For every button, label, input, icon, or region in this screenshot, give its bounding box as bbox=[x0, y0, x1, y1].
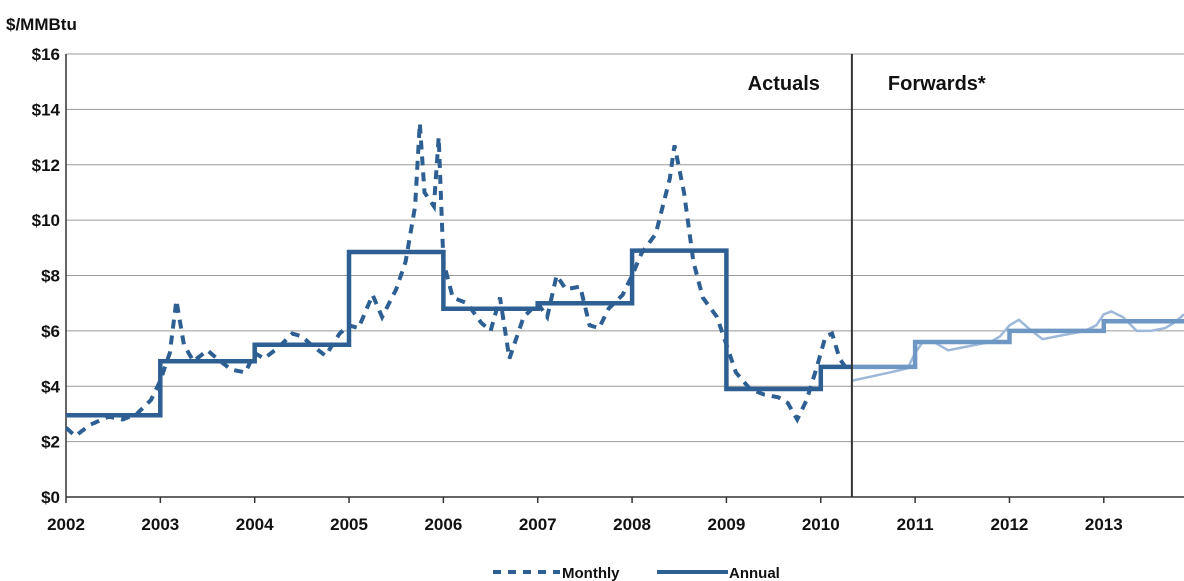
y-axis-label: $/MMBtu bbox=[6, 15, 77, 34]
y-tick-label: $4 bbox=[41, 377, 60, 396]
y-tick-label: $6 bbox=[41, 322, 60, 341]
y-tick-label: $14 bbox=[32, 100, 61, 119]
legend-label-monthly: Monthly bbox=[562, 565, 620, 581]
x-axis-ticks: 2002 2003 2004 2005 2006 2007 2008 2009 2010 2011… bbox=[47, 497, 1123, 534]
y-tick-label: $10 bbox=[32, 211, 60, 230]
y-tick-label: $16 bbox=[32, 45, 60, 64]
x-tick-label: 2008 bbox=[613, 515, 651, 534]
legend-label-annual: Annual bbox=[729, 565, 780, 581]
series-line-forwards-monthly bbox=[851, 310, 1184, 382]
series-layer bbox=[64, 123, 1184, 439]
x-tick-label: 2006 bbox=[424, 515, 462, 534]
x-tick-label: 2011 bbox=[897, 515, 934, 534]
region-label-forwards: Forwards* bbox=[888, 73, 986, 95]
x-tick-label: 2010 bbox=[802, 515, 840, 534]
legend: Monthly Annual bbox=[493, 565, 780, 581]
x-tick-label: 2007 bbox=[519, 515, 557, 534]
x-tick-label: 2009 bbox=[708, 515, 746, 534]
x-tick-label: 2013 bbox=[1085, 515, 1123, 534]
region-label-actuals: Actuals bbox=[748, 73, 820, 95]
gridlines bbox=[65, 53, 1184, 498]
series-line-annual bbox=[66, 248, 852, 418]
x-tick-label: 2002 bbox=[47, 515, 85, 534]
y-tick-label: $2 bbox=[41, 433, 60, 452]
x-tick-label: 2005 bbox=[330, 515, 368, 534]
series-line-annual-forwards bbox=[851, 318, 1184, 370]
x-tick-label: 2003 bbox=[141, 515, 179, 534]
y-tick-label: $8 bbox=[41, 267, 60, 286]
y-tick-label: $12 bbox=[32, 156, 60, 175]
y-tick-label: $0 bbox=[41, 488, 60, 507]
y-axis-ticks: $0 $2 $4 $6 $8 $10 $12 $14 $16 bbox=[32, 45, 61, 507]
x-tick-label: 2004 bbox=[236, 515, 274, 534]
x-tick-label: 2012 bbox=[991, 515, 1029, 534]
